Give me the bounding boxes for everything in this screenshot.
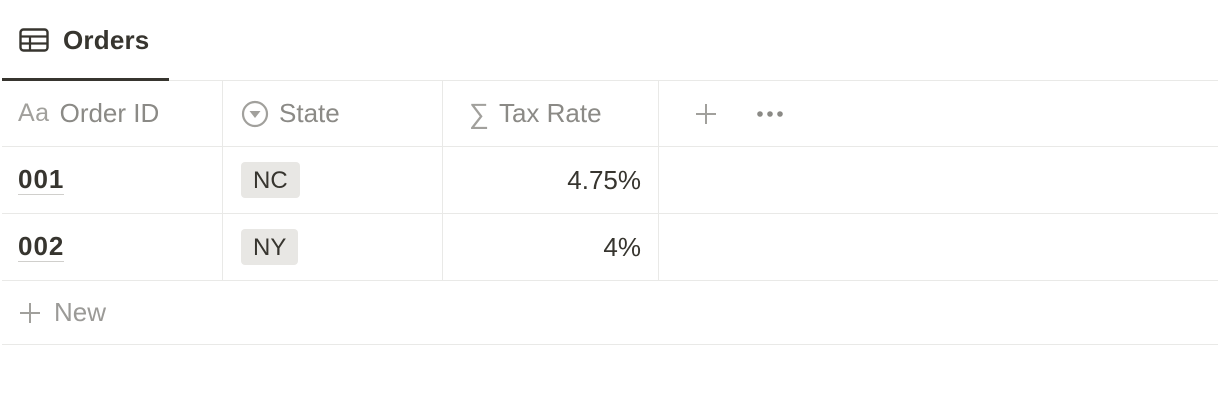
select-icon <box>241 100 269 128</box>
table-header-row: Aa Order ID State ∑ Tax Rate <box>2 81 1218 147</box>
ellipsis-icon <box>757 110 783 117</box>
plus-icon <box>18 301 42 325</box>
table-row: 001 NC 4.75% <box>2 147 1218 214</box>
formula-sigma-icon: ∑ <box>469 97 489 129</box>
empty-cell <box>659 147 1218 213</box>
state-tag[interactable]: NC <box>241 161 300 199</box>
order-id-link[interactable]: 001 <box>18 164 65 195</box>
tax-rate-value: 4% <box>603 231 641 262</box>
orders-table: Aa Order ID State ∑ Tax Rate <box>2 81 1218 345</box>
new-row-button[interactable]: New <box>2 281 1218 345</box>
active-tab-indicator <box>2 78 169 81</box>
table-icon <box>19 28 49 52</box>
order-id-link[interactable]: 002 <box>18 231 65 262</box>
add-property-button[interactable] <box>689 97 723 131</box>
tab-orders[interactable]: Orders <box>2 0 169 81</box>
tax-rate-value: 4.75% <box>567 164 641 195</box>
table-row: 002 NY 4% <box>2 214 1218 281</box>
title-aa-icon: Aa <box>18 99 50 127</box>
new-row-label: New <box>54 297 107 327</box>
column-header-order-id[interactable]: Aa Order ID <box>2 81 223 146</box>
state-tag[interactable]: NY <box>241 228 299 266</box>
empty-cell <box>659 214 1218 280</box>
plus-icon <box>696 103 716 124</box>
tax-rate-cell[interactable]: 4% <box>443 214 659 280</box>
column-header-actions <box>659 81 1218 146</box>
column-header-label: Tax Rate <box>498 98 602 128</box>
column-header-state[interactable]: State <box>223 81 443 146</box>
state-cell[interactable]: NC <box>223 147 443 213</box>
order-id-cell[interactable]: 001 <box>2 147 223 213</box>
tab-label: Orders <box>63 24 150 55</box>
order-id-cell[interactable]: 002 <box>2 214 223 280</box>
column-header-label: State <box>279 98 340 128</box>
state-cell[interactable]: NY <box>223 214 443 280</box>
column-header-label: Order ID <box>59 98 160 128</box>
tax-rate-cell[interactable]: 4.75% <box>443 147 659 213</box>
more-options-button[interactable] <box>753 97 787 131</box>
view-tabs: Orders <box>2 0 1218 81</box>
column-header-tax-rate[interactable]: ∑ Tax Rate <box>443 81 659 146</box>
